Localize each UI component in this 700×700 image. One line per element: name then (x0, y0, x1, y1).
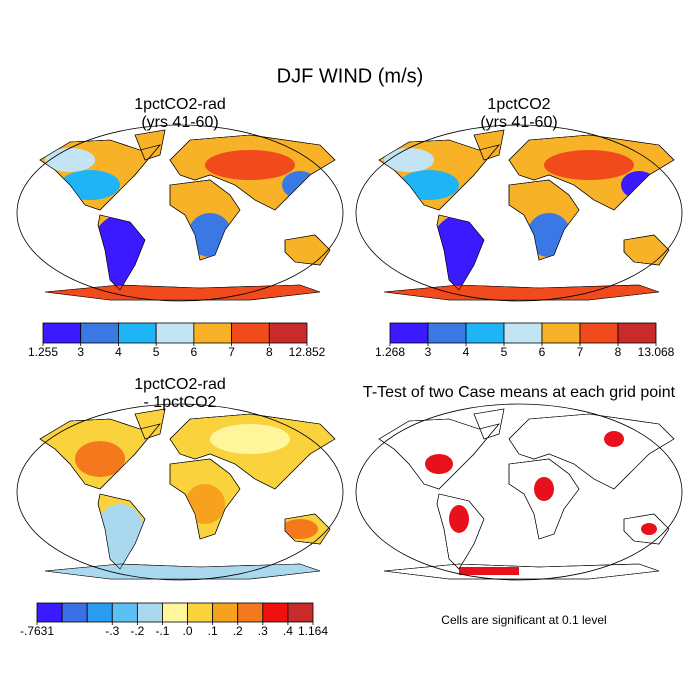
panel-title: (yrs 41-60) (141, 114, 218, 131)
colorbar-box (193, 322, 232, 344)
colorbar-label: 3 (77, 345, 84, 359)
colorbar-label: 8 (266, 345, 273, 359)
colorbar-box (503, 322, 543, 344)
panel-title: T-Test of two Case means at each grid po… (363, 384, 676, 401)
colorbar-box (212, 602, 239, 623)
colorbar-box (541, 322, 581, 344)
colorbar-box (42, 322, 82, 344)
map (355, 403, 683, 581)
colorbar-label: 1.268 (375, 345, 405, 359)
colorbar-label: -.2 (130, 624, 144, 638)
colorbar-box (231, 322, 270, 344)
colorbar-box (579, 322, 619, 344)
colorbar-label: 6 (539, 345, 546, 359)
colorbar-box (237, 602, 264, 623)
colorbar-box (36, 602, 63, 623)
colorbar-box (427, 322, 467, 344)
colorbar-box (187, 602, 214, 623)
colorbar-box (86, 602, 113, 623)
colorbar-box (287, 602, 314, 623)
colorbar-label: 7 (577, 345, 584, 359)
colorbar-box (389, 322, 429, 344)
colorbar-label: 5 (153, 345, 160, 359)
panel-title: 1pctCO2-rad (134, 96, 226, 113)
colorbar-label: 3 (425, 345, 432, 359)
colorbar-label: -.7631 (20, 624, 54, 638)
colorbar-label: -.3 (105, 624, 119, 638)
colorbar-label: -.1 (155, 624, 169, 638)
colorbar-label: 1.255 (28, 345, 58, 359)
panel-title: - 1pctCO2 (144, 394, 217, 411)
colorbar-label: .0 (183, 624, 193, 638)
colorbar-box (268, 322, 308, 344)
map (16, 403, 344, 581)
colorbar-box (136, 602, 163, 623)
colorbar-label: 1.164 (298, 624, 328, 638)
colorbar-label: 4 (115, 345, 122, 359)
colorbar-label: .1 (208, 624, 218, 638)
colorbar-label: .3 (258, 624, 268, 638)
colorbar-box (162, 602, 188, 623)
colorbar-label: 7 (228, 345, 235, 359)
colorbar-box (617, 322, 657, 344)
figure-title: DJF WIND (m/s) (277, 65, 424, 87)
colorbar-label: 12.852 (289, 345, 326, 359)
colorbar-box (61, 602, 88, 623)
map (355, 124, 683, 302)
colorbar-label: .2 (233, 624, 243, 638)
colorbar-box (118, 322, 157, 344)
colorbar-box (465, 322, 505, 344)
note: Cells are significant at 0.1 level (441, 613, 606, 627)
colorbar-box (111, 602, 138, 623)
colorbar-label: 8 (615, 345, 622, 359)
colorbar-label: 4 (463, 345, 470, 359)
colorbar-box (262, 602, 289, 623)
panel-title: 1pctCO2 (487, 96, 550, 113)
colorbar-label: 13.068 (638, 345, 675, 359)
map (16, 124, 344, 302)
colorbar-box (155, 322, 195, 344)
colorbar-label: 6 (191, 345, 198, 359)
colorbar-label: 5 (501, 345, 508, 359)
panel-title: 1pctCO2-rad (134, 376, 226, 393)
colorbar-box (80, 322, 119, 344)
panel-title: (yrs 41-60) (480, 114, 557, 131)
colorbar-label: .4 (283, 624, 293, 638)
